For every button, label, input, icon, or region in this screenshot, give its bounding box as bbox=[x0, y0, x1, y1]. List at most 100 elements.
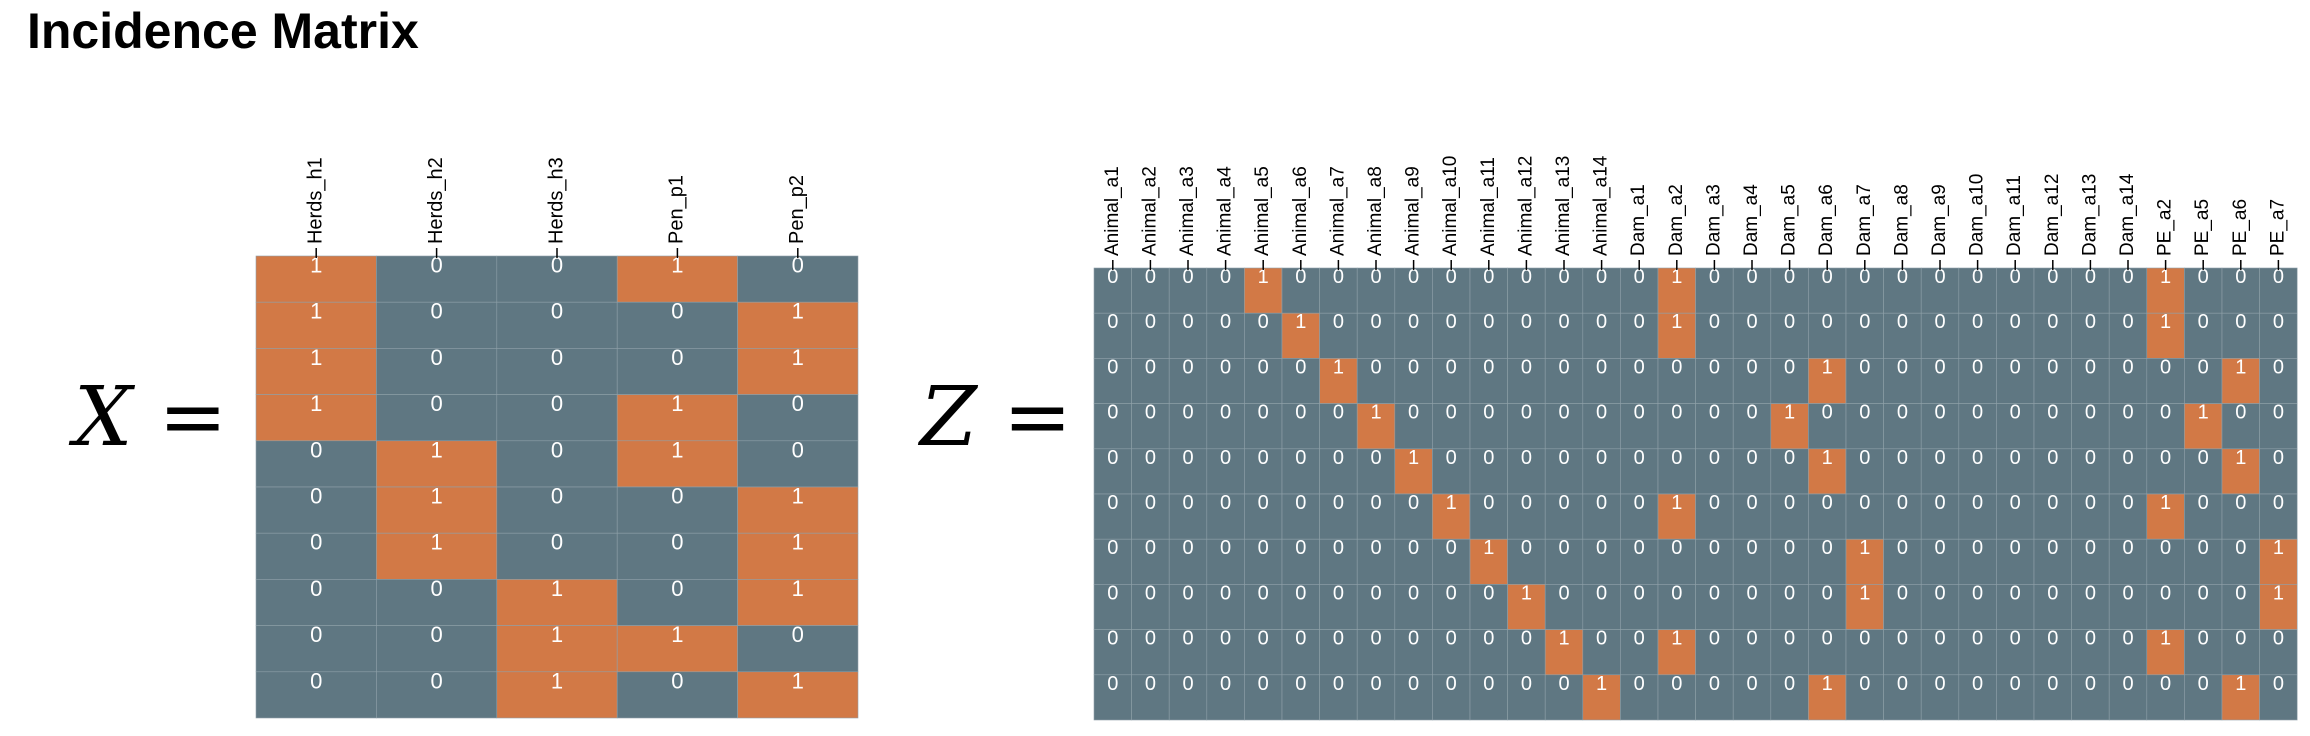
matrix-z-cell-value: 0 bbox=[1897, 266, 1908, 288]
matrix-z-cell-value: 0 bbox=[1333, 673, 1344, 695]
matrix-z-cell-r9-c17 bbox=[1695, 629, 1734, 676]
matrix-z-cell-value: 0 bbox=[1333, 492, 1344, 514]
matrix-z-cell-value: 0 bbox=[1408, 492, 1419, 514]
matrix-z-cell-value: 0 bbox=[1333, 537, 1344, 559]
matrix-z-cell-r10-c7 bbox=[1319, 674, 1358, 721]
matrix-x-cell-value: 0 bbox=[671, 345, 683, 370]
matrix-z-cell-value: 0 bbox=[2273, 356, 2284, 378]
matrix-z-cell-value: 0 bbox=[1709, 356, 1720, 378]
matrix-z-cell-r9-c29 bbox=[2146, 629, 2185, 676]
matrix-z-cell-r10-c28 bbox=[2108, 674, 2148, 721]
matrix-z-cell-r2-c21 bbox=[1845, 312, 1884, 359]
matrix-z-cell-r2-c14 bbox=[1582, 312, 1621, 359]
matrix-z-cell-value: 0 bbox=[1408, 628, 1419, 650]
matrix-z-cell-value: 0 bbox=[1558, 447, 1569, 469]
matrix-z-cell-r2-c20 bbox=[1808, 312, 1847, 359]
matrix-x-cell-r5-c2 bbox=[376, 440, 498, 488]
matrix-z-cell-value: 0 bbox=[1596, 537, 1607, 559]
matrix-z-cell-value: 0 bbox=[1709, 582, 1720, 604]
matrix-z-cell-r4-c27 bbox=[2071, 403, 2110, 450]
matrix-z-cell-r6-c22 bbox=[1883, 493, 1922, 540]
matrix-z-cell-value: 1 bbox=[1408, 447, 1419, 469]
matrix-z-cell-value: 0 bbox=[2047, 402, 2058, 424]
matrix-z-cell-value: 0 bbox=[1596, 628, 1607, 650]
matrix-z-cell-value: 1 bbox=[1784, 402, 1795, 424]
matrix-z-cell-value: 0 bbox=[1258, 537, 1269, 559]
matrix-z-cell-r1-c20 bbox=[1808, 267, 1847, 314]
matrix-z-cell-r6-c28 bbox=[2108, 493, 2148, 540]
matrix-z-cell-value: 0 bbox=[2122, 492, 2133, 514]
matrix-x-cell-value: 0 bbox=[430, 299, 442, 324]
matrix-z-cell-r7-c27 bbox=[2071, 538, 2110, 585]
matrix-x-cell-value: 1 bbox=[310, 299, 322, 324]
matrix-z-column-label: Dam_a11 bbox=[2004, 175, 2025, 256]
matrix-z-cell-r9-c10 bbox=[1432, 629, 1471, 676]
matrix-z-cell-value: 0 bbox=[1558, 311, 1569, 333]
matrix-z-cell-value: 0 bbox=[1145, 492, 1156, 514]
matrix-z-cell-r5-c7 bbox=[1319, 448, 1358, 495]
matrix-z-cell-r2-c31 bbox=[2221, 312, 2260, 359]
matrix-z-cell-value: 0 bbox=[2273, 266, 2284, 288]
matrix-z-cell-r5-c11 bbox=[1469, 448, 1508, 495]
matrix-z-cell-value: 0 bbox=[1972, 582, 1983, 604]
matrix-z-cell-value: 1 bbox=[2273, 582, 2284, 604]
matrix-z-cell-r10-c12 bbox=[1507, 674, 1546, 721]
matrix-z-cell-value: 0 bbox=[1784, 492, 1795, 514]
matrix-z-cell-r1-c13 bbox=[1544, 267, 1584, 314]
matrix-z-cell-value: 0 bbox=[1182, 447, 1193, 469]
matrix-x-cell-r3-c1 bbox=[255, 348, 377, 395]
matrix-z-cell-value: 0 bbox=[1295, 266, 1306, 288]
page-title: Incidence Matrix bbox=[27, 3, 419, 59]
matrix-z-cell-value: 0 bbox=[2198, 447, 2209, 469]
matrix-z-cell-value: 0 bbox=[1897, 356, 1908, 378]
matrix-z-cell-value: 0 bbox=[1596, 582, 1607, 604]
matrix-z-cell-value: 0 bbox=[1634, 628, 1645, 650]
matrix-z-cell-r5-c16 bbox=[1657, 448, 1696, 495]
matrix-z-cell-r2-c7 bbox=[1319, 312, 1358, 359]
matrix-z-cell-r4-c31 bbox=[2221, 403, 2260, 450]
matrix-z-cell-value: 0 bbox=[1558, 582, 1569, 604]
matrix-x-cell-r5-c3 bbox=[496, 440, 618, 488]
matrix-x-cell-value: 1 bbox=[430, 530, 442, 555]
matrix-x-cell-r3-c4 bbox=[616, 348, 738, 395]
matrix-x-cell-value: 0 bbox=[430, 391, 442, 416]
matrix-z-cell-value: 1 bbox=[2235, 356, 2246, 378]
matrix-z-cell-value: 0 bbox=[1897, 673, 1908, 695]
matrix-z-cell-r5-c6 bbox=[1281, 448, 1320, 495]
matrix-z-cell-r2-c4 bbox=[1206, 312, 1245, 359]
matrix-z-cell-value: 0 bbox=[1558, 673, 1569, 695]
matrix-z-cell-value: 0 bbox=[1934, 311, 1945, 333]
matrix-z-cell-value: 0 bbox=[1483, 447, 1494, 469]
matrix-z-column-label: Dam_a14 bbox=[2117, 173, 2138, 256]
matrix-z-cell-r7-c19 bbox=[1770, 538, 1809, 585]
matrix-z-cell-value: 0 bbox=[1333, 582, 1344, 604]
matrix-z-cell-value: 0 bbox=[1295, 582, 1306, 604]
matrix-z-cell-value: 0 bbox=[2198, 628, 2209, 650]
matrix-z-cell-r10-c15 bbox=[1620, 674, 1659, 721]
matrix-z-cell-r9-c11 bbox=[1469, 629, 1508, 676]
matrix-z-cell-r7-c28 bbox=[2108, 538, 2148, 585]
matrix-z-cell-value: 1 bbox=[1859, 537, 1870, 559]
matrix-z-cell-value: 0 bbox=[2273, 447, 2284, 469]
matrix-x-cell-value: 0 bbox=[310, 530, 322, 555]
matrix-z-cell-value: 0 bbox=[2198, 492, 2209, 514]
matrix-z-cell-r7-c15 bbox=[1620, 538, 1659, 585]
matrix-z-cell-value: 0 bbox=[1408, 673, 1419, 695]
matrix-z-cell-r6-c5 bbox=[1244, 493, 1283, 540]
matrix-z-cell-value: 0 bbox=[1784, 266, 1795, 288]
matrix-z-cell-value: 0 bbox=[1446, 266, 1457, 288]
matrix-z-cell-value: 0 bbox=[1107, 311, 1118, 333]
matrix-z-cell-value: 0 bbox=[1972, 537, 1983, 559]
matrix-z-cell-value: 0 bbox=[2122, 582, 2133, 604]
matrix-z-cell-value: 0 bbox=[1822, 628, 1833, 650]
matrix-z-cell-value: 0 bbox=[1746, 492, 1757, 514]
matrix-z-cell-r3-c20 bbox=[1808, 358, 1847, 404]
matrix-z-cell-r10-c9 bbox=[1394, 674, 1433, 721]
matrix-z-cell-r1-c5 bbox=[1244, 267, 1283, 314]
matrix-z-cell-value: 0 bbox=[1634, 356, 1645, 378]
matrix-x-cell-r7-c5 bbox=[737, 532, 859, 580]
matrix-x-cell-value: 0 bbox=[671, 484, 683, 509]
matrix-z-cell-value: 0 bbox=[2273, 673, 2284, 695]
matrix-z-cell-value: 0 bbox=[1107, 356, 1118, 378]
